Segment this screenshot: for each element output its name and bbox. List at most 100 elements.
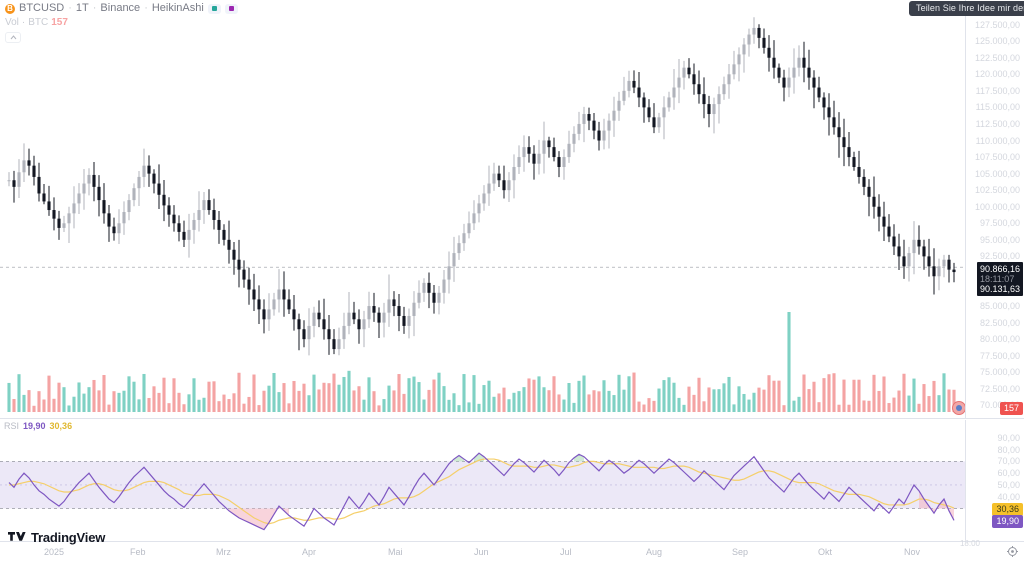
rsi-ma-value-badge[interactable]: 30,36 xyxy=(992,503,1023,517)
price-pane[interactable] xyxy=(0,0,965,418)
volume-bar xyxy=(397,374,401,412)
candle xyxy=(97,175,101,217)
exchange-label[interactable]: Binance xyxy=(100,2,141,14)
volume-bar xyxy=(917,403,921,412)
volume-bar xyxy=(877,390,881,412)
rsi-scale[interactable]: 90,00 80,00 70,00 60,00 50,00 40,00 30,36 19,90 xyxy=(965,420,1024,540)
volume-bar xyxy=(862,400,866,412)
candle xyxy=(77,183,81,214)
volume-bar xyxy=(552,376,556,412)
volume-bar xyxy=(367,377,371,412)
volume-bar xyxy=(817,402,821,412)
time-axis-label: Jun xyxy=(474,547,489,557)
candle xyxy=(827,93,831,136)
rsi-chart-canvas[interactable] xyxy=(0,420,965,540)
candle xyxy=(352,301,356,325)
rsi-pane[interactable] xyxy=(0,420,965,540)
volume-bar xyxy=(52,398,56,412)
volume-unit: BTC xyxy=(28,17,49,28)
symbol-legend-row[interactable]: B BTCUSD · 1T · Binance · HeikinAshi xyxy=(5,2,238,15)
chart-style-label[interactable]: HeikinAshi xyxy=(151,2,204,14)
candle xyxy=(347,291,351,335)
volume-bar xyxy=(167,403,171,412)
pane-divider[interactable] xyxy=(0,418,1024,419)
price-scale-label: 112.500,00 xyxy=(975,118,1020,129)
volume-bar xyxy=(287,403,291,412)
volume-bar xyxy=(312,374,316,412)
volume-bar xyxy=(727,376,731,412)
volume-bar xyxy=(342,376,346,412)
collapse-legend-button[interactable] xyxy=(5,32,21,43)
volume-bar xyxy=(412,376,416,412)
current-price-tag[interactable]: 90.866,16 18:11:07 90.131,63 xyxy=(976,262,1023,297)
rsi-legend[interactable]: RSI 19,90 30,36 xyxy=(4,421,72,431)
time-axis[interactable]: 18:00 2025 Feb Mrz Apr Mai Jun Jul Aug Sep Okt Nov xyxy=(0,539,1024,561)
candle xyxy=(112,217,116,241)
price-scale-label: 100.000,00 xyxy=(974,201,1020,212)
candle xyxy=(107,204,111,242)
volume-bar xyxy=(207,381,211,412)
volume-bar xyxy=(257,405,261,412)
chart-legend: B BTCUSD · 1T · Binance · HeikinAshi Vol… xyxy=(5,2,238,43)
volume-bar xyxy=(537,376,541,412)
candle xyxy=(497,165,501,188)
candle xyxy=(332,329,336,355)
volume-bar xyxy=(347,370,351,412)
volume-bar xyxy=(692,394,696,412)
rsi-oversold-fill xyxy=(229,506,289,530)
volume-bar xyxy=(507,399,511,412)
crosshair-settings-icon[interactable] xyxy=(1007,546,1018,557)
price-scale-label: 115.000,00 xyxy=(975,102,1020,113)
share-icon[interactable] xyxy=(224,3,238,14)
rsi-scale-label: 40,00 xyxy=(997,491,1020,502)
volume-bar xyxy=(142,373,146,412)
volume-value-badge[interactable]: 157 xyxy=(999,402,1023,415)
volume-bar xyxy=(902,373,906,412)
volume-bar xyxy=(747,399,751,412)
volume-bar xyxy=(532,379,536,412)
candle xyxy=(327,314,331,355)
candle xyxy=(182,220,186,248)
price-scale[interactable]: 127.500,00 125.000,00 122.500,00 120.000,00… xyxy=(965,0,1024,418)
candle xyxy=(422,278,426,302)
legend-separator-2: · xyxy=(92,2,97,14)
candle xyxy=(752,17,756,44)
volume-bar xyxy=(402,393,406,412)
symbol-name[interactable]: BTCUSD xyxy=(19,2,65,14)
volume-bar xyxy=(482,385,486,412)
status-dot-icon[interactable] xyxy=(207,3,221,14)
volume-bar xyxy=(887,403,891,412)
candle xyxy=(137,171,141,207)
volume-legend-row[interactable]: Vol · BTC 157 xyxy=(5,16,238,29)
candle xyxy=(92,162,96,202)
candle xyxy=(67,206,71,243)
tradingview-watermark[interactable]: TradingView xyxy=(8,530,105,545)
volume-bar xyxy=(407,378,411,412)
candle xyxy=(227,220,231,264)
volume-bar xyxy=(662,380,666,412)
volume-bar xyxy=(597,391,601,412)
candle xyxy=(702,77,706,119)
rsi-legend-name: RSI xyxy=(4,421,20,431)
candle xyxy=(717,86,721,124)
rsi-legend-value: 19,90 xyxy=(23,421,46,431)
candle xyxy=(932,248,936,295)
candle xyxy=(747,28,751,57)
rsi-value-badge[interactable]: 19,90 xyxy=(992,515,1023,529)
promo-banner[interactable]: Teilen Sie Ihre Idee mir der Comm xyxy=(909,1,1024,16)
volume-bar xyxy=(827,374,831,412)
volume-bar xyxy=(602,380,606,412)
volume-bar xyxy=(272,372,276,412)
candle xyxy=(842,118,846,167)
candle xyxy=(437,285,441,315)
price-chart-canvas[interactable] xyxy=(0,0,965,418)
price-scale-label: 107.500,00 xyxy=(974,152,1020,163)
volume-bar xyxy=(712,389,716,412)
time-axis-label: Sep xyxy=(732,547,749,557)
candle xyxy=(952,262,956,283)
volume-bar xyxy=(492,396,496,412)
bitcoin-logo-icon: B xyxy=(5,3,15,14)
price-scale-label: 95.000,00 xyxy=(979,234,1020,245)
volume-bar xyxy=(447,399,451,412)
interval-label[interactable]: 1T xyxy=(75,2,89,14)
